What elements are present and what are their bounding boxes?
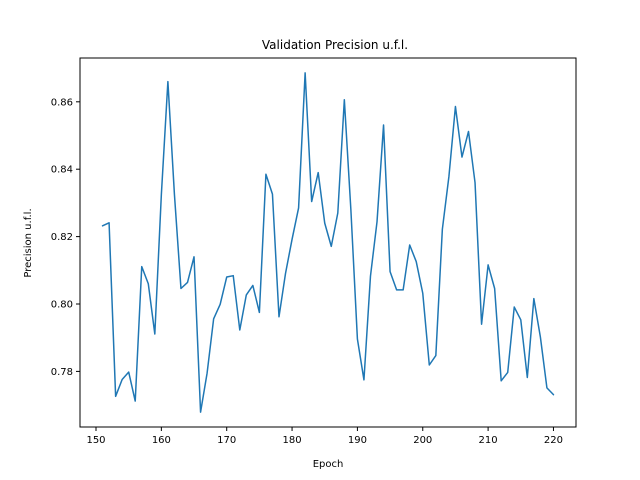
x-axis-label: Epoch [313,459,344,470]
y-tick-label: 0.82 [51,232,73,243]
x-tick-label: 200 [413,435,432,446]
y-tick-label: 0.80 [51,300,73,311]
x-tick-label: 150 [86,435,105,446]
x-tick-label: 220 [544,435,563,446]
y-tick-label: 0.84 [51,165,73,176]
x-tick-label: 210 [479,435,498,446]
y-tick-label: 0.78 [51,367,73,378]
plot-area [101,72,555,413]
chart-title: Validation Precision u.f.l. [262,38,408,52]
x-tick-label: 160 [152,435,171,446]
x-tick-label: 170 [217,435,236,446]
plot-frame [79,57,577,428]
series-line [101,72,555,413]
y-axis-label: Precision u.f.l. [23,208,34,277]
x-tick-label: 180 [283,435,302,446]
y-tick-label: 0.86 [51,97,73,108]
x-axis: 150 160 170 180 190 200 210 220 [86,427,563,446]
y-axis: 0.78 0.80 0.82 0.84 0.86 [51,97,80,378]
x-tick-label: 190 [348,435,367,446]
